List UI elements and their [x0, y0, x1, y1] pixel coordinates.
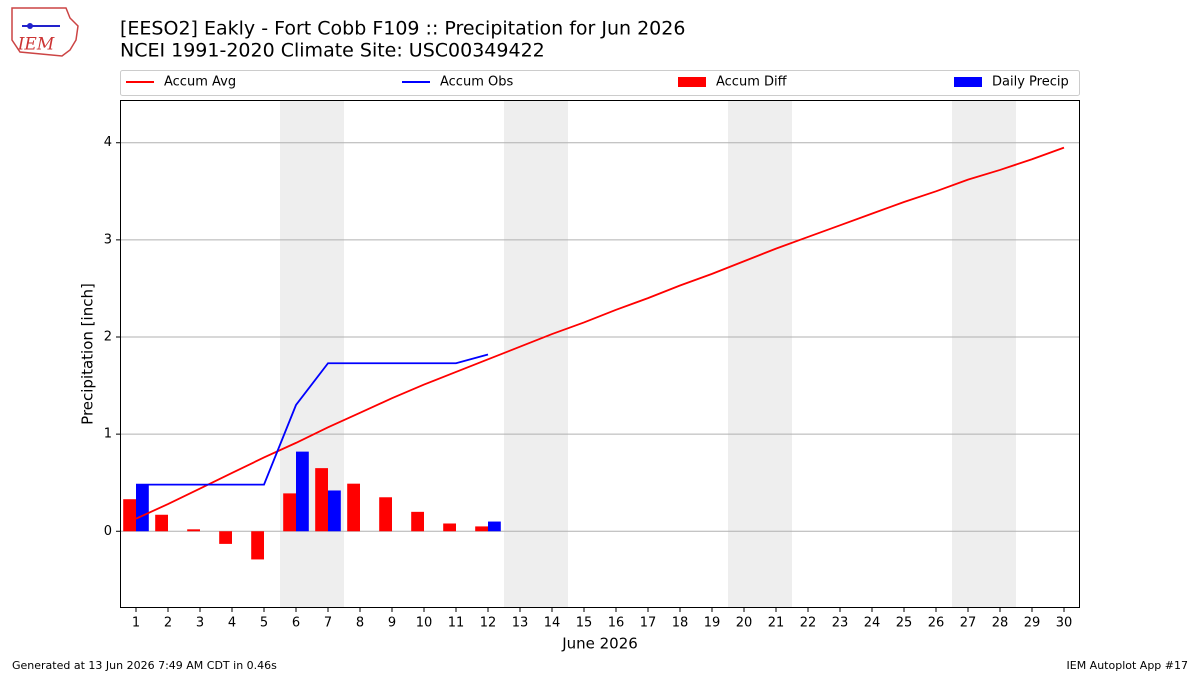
bar — [379, 497, 392, 532]
bar — [123, 499, 136, 532]
x-tick-label: 9 — [388, 616, 396, 631]
x-tick-label: 5 — [260, 616, 268, 631]
x-tick-label: 14 — [544, 616, 561, 631]
y-tick-label: 0 — [104, 524, 112, 539]
legend-label: Accum Obs — [440, 75, 513, 90]
x-tick-label: 26 — [928, 616, 945, 631]
x-tick-label: 21 — [768, 616, 785, 631]
x-tick-label: 3 — [196, 616, 204, 631]
bar — [136, 484, 149, 532]
chart-subtitle: NCEI 1991-2020 Climate Site: USC00349422 — [120, 40, 545, 62]
bar — [328, 490, 341, 532]
x-tick-label: 16 — [608, 616, 625, 631]
x-tick-label: 24 — [864, 616, 881, 631]
legend — [120, 70, 1080, 96]
bar — [315, 468, 328, 532]
y-tick-label: 2 — [104, 330, 112, 345]
y-tick-label: 3 — [104, 232, 112, 247]
weekend-band — [504, 100, 568, 608]
plot-frame — [120, 100, 1080, 608]
bar — [155, 514, 168, 532]
x-tick-label: 18 — [672, 616, 689, 631]
bar — [283, 493, 296, 532]
x-tick-label: 12 — [480, 616, 497, 631]
bar — [475, 526, 488, 532]
x-tick-label: 23 — [832, 616, 849, 631]
line — [135, 146, 1065, 520]
bar — [219, 531, 232, 544]
legend-label: Accum Avg — [164, 75, 236, 90]
legend-label: Daily Precip — [992, 75, 1069, 90]
logo-outline — [11, 7, 79, 57]
bar — [251, 531, 264, 560]
x-tick-label: 25 — [896, 616, 913, 631]
bar — [488, 521, 501, 532]
x-tick-label: 30 — [1056, 616, 1073, 631]
x-tick-label: 29 — [1024, 616, 1041, 631]
y-tick-label: 4 — [104, 135, 112, 150]
x-tick-label: 11 — [448, 616, 465, 631]
x-tick-label: 1 — [132, 616, 140, 631]
weekend-band — [728, 100, 792, 608]
legend-swatch — [954, 77, 982, 87]
x-tick-label: 19 — [704, 616, 721, 631]
x-axis-label: June 2026 — [561, 635, 638, 653]
x-tick-label: 7 — [324, 616, 332, 631]
logo-text: IEM — [17, 35, 55, 55]
x-tick-label: 22 — [800, 616, 817, 631]
x-tick-label: 10 — [416, 616, 433, 631]
legend-swatch — [678, 77, 706, 87]
y-axis-label: Precipitation [inch] — [79, 283, 97, 425]
footer-left: Generated at 13 Jun 2026 7:49 AM CDT in … — [12, 659, 277, 672]
x-tick-label: 4 — [228, 616, 236, 631]
y-tick-label: 1 — [104, 427, 112, 442]
line — [136, 353, 489, 486]
x-tick-label: 28 — [992, 616, 1009, 631]
bar — [187, 529, 200, 532]
weekend-band — [952, 100, 1016, 608]
bar — [411, 511, 424, 532]
logo-dot — [27, 23, 33, 29]
footer-right: IEM Autoplot App #17 — [1067, 659, 1189, 672]
x-tick-label: 13 — [512, 616, 529, 631]
x-tick-label: 20 — [736, 616, 753, 631]
bar — [296, 451, 309, 532]
logo: IEM — [11, 7, 79, 57]
chart-title: [EESO2] Eakly - Fort Cobb F109 :: Precip… — [120, 18, 685, 40]
x-tick-label: 6 — [292, 616, 300, 631]
bar — [443, 523, 456, 532]
x-tick-label: 8 — [356, 616, 364, 631]
weekend-band — [280, 100, 344, 608]
x-tick-label: 27 — [960, 616, 977, 631]
legend-label: Accum Diff — [716, 75, 788, 90]
x-tick-label: 17 — [640, 616, 657, 631]
bar — [347, 483, 360, 532]
x-tick-label: 2 — [164, 616, 172, 631]
x-tick-label: 15 — [576, 616, 593, 631]
